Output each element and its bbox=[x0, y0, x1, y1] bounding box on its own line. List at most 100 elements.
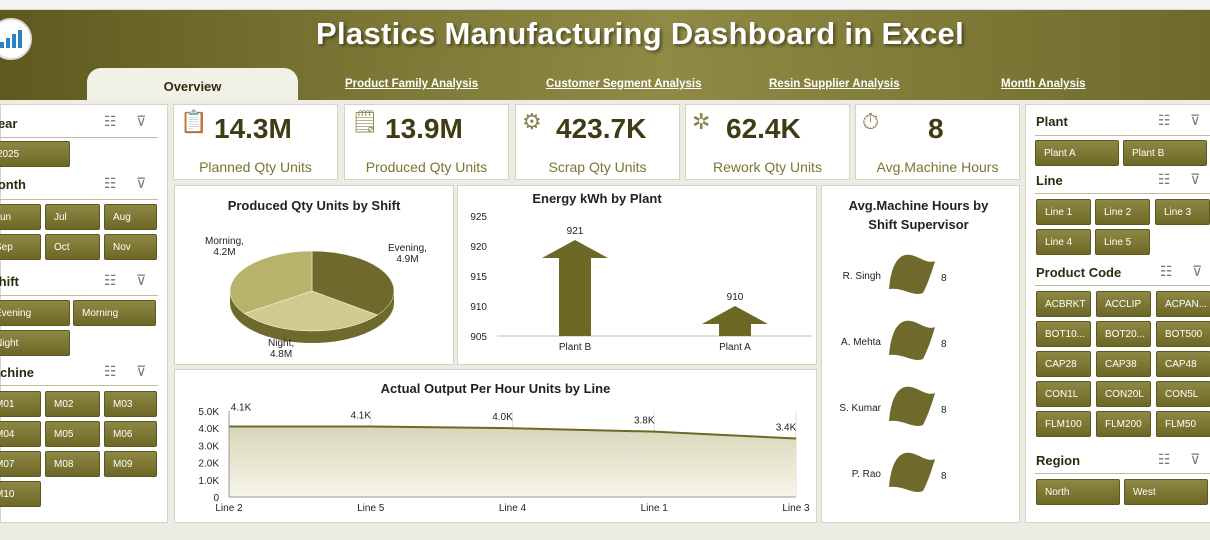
slicer-item-machine[interactable]: M08 bbox=[45, 451, 100, 477]
slicer-item-machine[interactable]: M01 bbox=[0, 391, 41, 417]
clear-filter-icon[interactable]: ⊽ bbox=[1190, 171, 1201, 187]
slicer-item-machine[interactable]: M07 bbox=[0, 451, 41, 477]
slicer-title-region: Region bbox=[1036, 453, 1081, 468]
slicer-item-product-code[interactable]: CON1L bbox=[1036, 381, 1091, 407]
multi-select-icon[interactable]: ☷ bbox=[104, 113, 117, 129]
data-label: 4.0K bbox=[492, 412, 513, 423]
chart-title: Actual Output Per Hour Units by Line bbox=[380, 381, 611, 396]
window-top-bar bbox=[0, 0, 1210, 10]
slicer-item-machine[interactable]: M03 bbox=[104, 391, 157, 417]
slicer-item-month[interactable]: Jun bbox=[0, 204, 41, 230]
y-tick-label: 905 bbox=[470, 332, 487, 343]
slicer-item-product-code[interactable]: BOT500 bbox=[1156, 321, 1210, 347]
slicer-item-product-code[interactable]: CAP48 bbox=[1156, 351, 1210, 377]
slicer-item-product-code[interactable]: BOT20... bbox=[1096, 321, 1151, 347]
x-tick-label: Line 2 bbox=[215, 503, 243, 514]
flag-mark bbox=[889, 320, 935, 360]
pie-side bbox=[230, 291, 394, 343]
slicer-item-plant[interactable]: Plant A bbox=[1035, 140, 1119, 166]
slicer-item-product-code[interactable]: ACPAN... bbox=[1156, 291, 1210, 317]
tab-month[interactable]: Month Analysis bbox=[1001, 78, 1086, 90]
kpi-value: 8 bbox=[928, 113, 944, 144]
slicer-item-machine[interactable]: M02 bbox=[45, 391, 100, 417]
slicer-item-shift[interactable]: Evening bbox=[0, 300, 70, 326]
pie-slice bbox=[311, 250, 395, 316]
clear-filter-icon[interactable]: ⊽ bbox=[136, 175, 147, 191]
multi-select-icon[interactable]: ☷ bbox=[1158, 171, 1171, 187]
tab-product-family[interactable]: Product Family Analysis bbox=[345, 78, 479, 90]
slicer-item-product-code[interactable]: BOT10... bbox=[1036, 321, 1091, 347]
slicer-item-product-code[interactable]: CAP38 bbox=[1096, 351, 1151, 377]
slicer-item-line[interactable]: Line 2 bbox=[1095, 199, 1150, 225]
slicer-item-product-code[interactable]: FLM200 bbox=[1096, 411, 1151, 437]
data-label: 8 bbox=[941, 339, 947, 350]
slicer-item-month[interactable]: Nov bbox=[104, 234, 157, 260]
clear-filter-icon[interactable]: ⊽ bbox=[1192, 263, 1203, 279]
slicer-item-line[interactable]: Line 4 bbox=[1036, 229, 1091, 255]
slicer-item-product-code[interactable]: ACCLIP bbox=[1096, 291, 1151, 317]
slicer-item-product-code[interactable]: CON5L bbox=[1156, 381, 1210, 407]
slicer-item-machine[interactable]: M09 bbox=[104, 451, 157, 477]
slicer-item-product-code[interactable]: CON20L bbox=[1096, 381, 1151, 407]
flag-mark bbox=[889, 386, 935, 426]
slicer-item-line[interactable]: Line 1 bbox=[1036, 199, 1091, 225]
slicer-item-region[interactable]: North bbox=[1036, 479, 1120, 505]
slicer-title-shift: Shift bbox=[0, 274, 19, 289]
slicer-item-year[interactable]: 2025 bbox=[0, 141, 70, 167]
slicer-item-machine[interactable]: M04 bbox=[0, 421, 41, 447]
clipboard-icon: 📋 bbox=[180, 109, 208, 134]
multi-select-icon[interactable]: ☷ bbox=[104, 175, 117, 191]
x-tick-label: Line 3 bbox=[782, 503, 810, 514]
clear-filter-icon[interactable]: ⊽ bbox=[1190, 451, 1201, 467]
slicer-item-line[interactable]: Line 3 bbox=[1155, 199, 1210, 225]
divider bbox=[0, 385, 158, 386]
data-label: 3.8K bbox=[634, 416, 655, 427]
slicer-item-machine[interactable]: M05 bbox=[45, 421, 100, 447]
y-tick-label: 4.0K bbox=[198, 424, 219, 435]
clear-filter-icon[interactable]: ⊽ bbox=[1190, 112, 1201, 128]
bar-arrow bbox=[542, 240, 608, 336]
kpi-card-planned: 📋 14.3M Planned Qty Units bbox=[173, 104, 338, 180]
pie-label-night: Night, 4.8M bbox=[268, 338, 295, 360]
tab-resin-supplier[interactable]: Resin Supplier Analysis bbox=[769, 78, 900, 90]
slicer-item-machine[interactable]: M06 bbox=[104, 421, 157, 447]
clear-filter-icon[interactable]: ⊽ bbox=[136, 113, 147, 129]
kpi-card-rework: ✲ 62.4K Rework Qty Units bbox=[685, 104, 850, 180]
bar-arrow bbox=[702, 306, 768, 336]
flag-mark bbox=[889, 254, 935, 294]
clear-filter-icon[interactable]: ⊽ bbox=[136, 272, 147, 288]
slicer-item-plant[interactable]: Plant B bbox=[1123, 140, 1207, 166]
slicer-item-machine[interactable]: M10 bbox=[0, 481, 41, 507]
slicer-item-shift[interactable]: Morning bbox=[73, 300, 156, 326]
multi-select-icon[interactable]: ☷ bbox=[104, 272, 117, 288]
slicer-title-machine: Machine bbox=[0, 365, 35, 380]
output-area-chart: 5.0K 4.0K 3.0K 2.0K 1.0K 0 4.1K Line 2 4.1K Line… bbox=[198, 402, 810, 514]
multi-select-icon[interactable]: ☷ bbox=[1158, 112, 1171, 128]
kpi-card-machine-hours: ⏱ 8 Avg.Machine Hours bbox=[855, 104, 1020, 180]
slicer-item-month[interactable]: Jul bbox=[45, 204, 100, 230]
y-tick-label: 5.0K bbox=[198, 407, 219, 418]
y-tick-label: 920 bbox=[470, 242, 487, 253]
slicer-title-year: Year bbox=[0, 116, 18, 131]
slicer-item-shift[interactable]: Night bbox=[0, 330, 70, 356]
slicer-item-month[interactable]: Oct bbox=[45, 234, 100, 260]
multi-select-icon[interactable]: ☷ bbox=[1160, 263, 1173, 279]
slicer-item-region[interactable]: West bbox=[1124, 479, 1208, 505]
pie-chart bbox=[229, 250, 395, 343]
slicer-item-product-code[interactable]: FLM50 bbox=[1156, 411, 1210, 437]
tab-overview[interactable]: Overview bbox=[87, 68, 298, 100]
chart-title: Energy kWh by Plant bbox=[532, 191, 662, 206]
divider bbox=[0, 137, 158, 138]
slicer-item-product-code[interactable]: ACBRKT bbox=[1036, 291, 1091, 317]
kpi-label: Scrap Qty Units bbox=[548, 159, 647, 175]
slicer-item-product-code[interactable]: CAP28 bbox=[1036, 351, 1091, 377]
slicer-item-product-code[interactable]: FLM100 bbox=[1036, 411, 1091, 437]
slicer-item-month[interactable]: Sep bbox=[0, 234, 41, 260]
chart-title: Avg.Machine Hours by Shift Supervisor bbox=[848, 198, 989, 232]
multi-select-icon[interactable]: ☷ bbox=[104, 363, 117, 379]
clear-filter-icon[interactable]: ⊽ bbox=[136, 363, 147, 379]
slicer-item-month[interactable]: Aug bbox=[104, 204, 157, 230]
slicer-item-line[interactable]: Line 5 bbox=[1095, 229, 1150, 255]
tab-customer-segment[interactable]: Customer Segment Analysis bbox=[546, 78, 702, 90]
multi-select-icon[interactable]: ☷ bbox=[1158, 451, 1171, 467]
